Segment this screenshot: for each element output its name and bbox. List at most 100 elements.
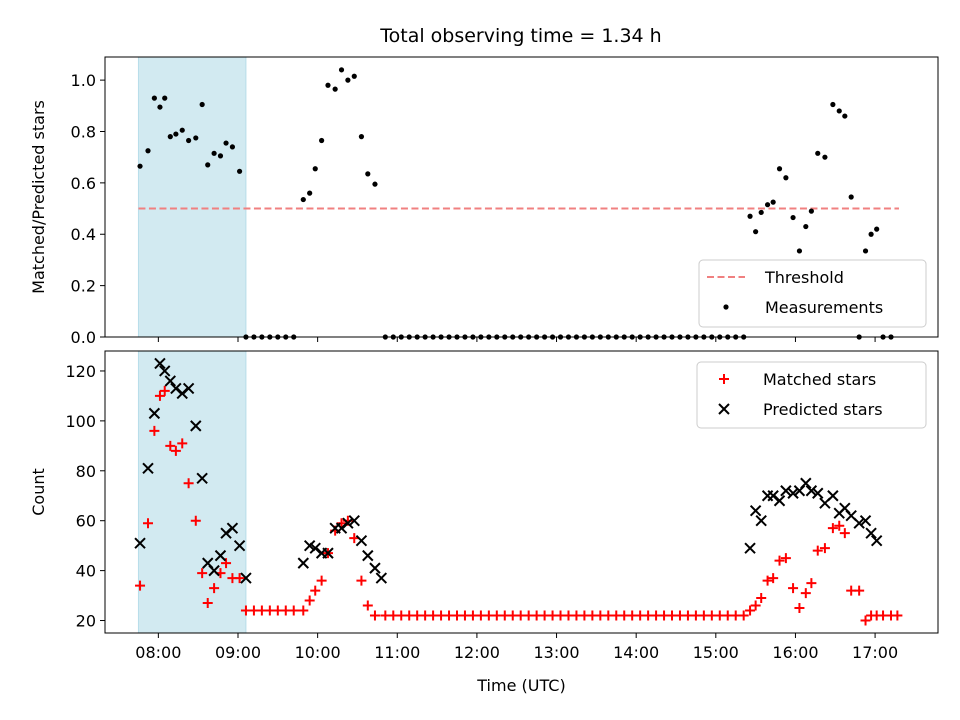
data-point — [788, 583, 799, 594]
data-point — [827, 523, 838, 534]
data-point — [297, 557, 310, 569]
y-tick-label: 100 — [65, 412, 96, 431]
data-point — [223, 140, 229, 146]
data-point — [214, 549, 227, 562]
data-point — [362, 549, 374, 562]
legend-marker — [719, 374, 729, 384]
data-point — [325, 82, 331, 88]
data-point — [800, 477, 812, 489]
data-point — [134, 537, 146, 549]
data-point — [316, 575, 327, 586]
legend-box — [698, 259, 927, 328]
data-point — [182, 382, 195, 395]
legend-label: Predicted stars — [763, 400, 883, 419]
data-point — [808, 208, 814, 214]
data-point — [860, 615, 871, 626]
data-point — [137, 163, 143, 169]
data-point — [322, 547, 334, 559]
data-point — [358, 134, 365, 140]
y-tick-label: 60 — [76, 512, 96, 531]
data-point — [336, 518, 347, 529]
axes-frame — [104, 56, 939, 338]
x-axis-label: Time (UTC) — [476, 676, 565, 695]
axes-frame — [104, 350, 939, 634]
data-point — [356, 575, 367, 586]
y-tick-label: 40 — [76, 562, 96, 581]
data-point — [221, 558, 232, 569]
legend-label: Measurements — [765, 298, 883, 317]
y-tick-label: 0.4 — [71, 225, 96, 244]
data-point — [758, 209, 764, 216]
data-point — [783, 175, 789, 181]
data-point — [177, 438, 188, 449]
data-point — [819, 543, 830, 554]
legend: Matched stars Predicted stars — [696, 361, 927, 429]
data-point — [145, 148, 151, 154]
data-point — [365, 171, 371, 177]
data-point — [209, 583, 220, 594]
data-point — [162, 95, 168, 101]
observing-span — [137, 350, 247, 634]
x-tick-label: 08:00 — [135, 643, 181, 662]
data-point — [755, 514, 767, 527]
data-point — [229, 144, 236, 150]
y-tick-label: 0.6 — [71, 174, 96, 193]
data-point — [827, 490, 839, 502]
data-point — [151, 95, 157, 101]
data-point — [164, 375, 177, 387]
x-tick-label: 14:00 — [613, 643, 659, 662]
data-point — [768, 573, 779, 584]
data-point — [853, 517, 865, 529]
data-point — [300, 196, 306, 203]
legend-marker — [718, 403, 730, 415]
y-tick-label: 80 — [76, 462, 96, 481]
data-point — [375, 572, 388, 584]
y-tick-label: 120 — [65, 362, 96, 381]
data-point — [342, 517, 354, 529]
data-point — [834, 520, 845, 531]
data-point — [776, 166, 783, 172]
data-point — [780, 553, 791, 564]
data-point — [764, 202, 771, 208]
data-point — [312, 166, 318, 172]
data-point — [307, 190, 313, 196]
data-point — [747, 213, 753, 219]
data-point — [372, 181, 378, 187]
legend-box — [696, 361, 927, 429]
data-point — [205, 162, 211, 168]
observing-span — [137, 56, 247, 338]
data-point — [355, 534, 368, 547]
y-tick-label: 0.0 — [71, 328, 96, 347]
data-point — [190, 515, 201, 526]
data-point — [862, 248, 869, 254]
data-point — [167, 134, 173, 140]
data-point — [135, 580, 146, 591]
x-tick-label: 09:00 — [215, 643, 261, 662]
data-point — [745, 605, 756, 616]
data-point — [148, 407, 161, 420]
data-point — [208, 564, 220, 577]
x-tick-label: 12:00 — [454, 643, 500, 662]
data-point — [773, 495, 786, 507]
data-point — [868, 231, 874, 237]
data-point — [154, 390, 165, 401]
data-point — [173, 131, 179, 137]
data-point — [865, 527, 877, 539]
data-point — [794, 603, 805, 614]
data-point — [839, 528, 850, 539]
data-point — [233, 539, 246, 552]
data-point — [234, 573, 245, 584]
data-point — [806, 578, 817, 589]
data-point — [800, 588, 811, 599]
data-point — [190, 420, 202, 432]
data-point — [319, 137, 325, 144]
data-point — [236, 168, 243, 174]
data-point — [803, 223, 809, 230]
x-tick-label: 17:00 — [852, 643, 898, 662]
data-point — [351, 73, 357, 79]
x-tick-label: 10:00 — [295, 643, 341, 662]
data-point — [369, 610, 380, 621]
y-tick-label: 20 — [76, 612, 96, 631]
data-point — [332, 86, 338, 92]
